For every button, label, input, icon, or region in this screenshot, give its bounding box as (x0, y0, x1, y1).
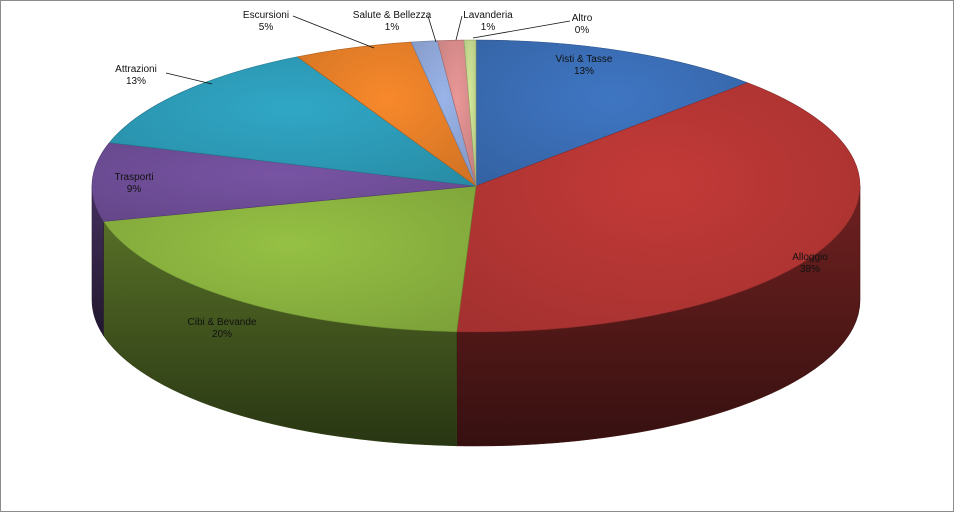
slice-label-visti-and-tasse: Visti & Tasse (556, 54, 613, 65)
leader-line-altro (472, 20, 571, 39)
slice-label-alloggio: Alloggio (792, 252, 828, 263)
slice-label-trasporti: Trasporti (114, 172, 153, 183)
slice-label-cibi-and-bevande: Cibi & Bevande (188, 317, 257, 328)
slice-cibi-and-bevande (102, 185, 477, 333)
slice-label-attrazioni: Attrazioni (115, 64, 157, 75)
leader-lines (165, 15, 571, 85)
slice-value-attrazioni: 13% (126, 76, 146, 87)
slice-value-alloggio: 38% (800, 264, 820, 275)
slice-altro (463, 39, 477, 187)
slice-value-escursioni: 5% (259, 22, 274, 33)
slice-label-salute-and-bellezza: Salute & Bellezza (353, 10, 432, 21)
slice-label-lavanderia: Lavanderia (463, 10, 513, 21)
leader-line-lavanderia (455, 15, 463, 41)
slice-value-visti-and-tasse: 13% (574, 66, 594, 77)
slice-value-trasporti: 9% (127, 184, 142, 195)
slice-label-altro: Altro (572, 13, 593, 24)
slice-attrazioni (108, 56, 478, 187)
leader-line-salute-and-bellezza (427, 15, 437, 43)
slice-value-altro: 0% (575, 25, 590, 36)
slice-value-cibi-and-bevande: 20% (212, 329, 232, 340)
slice-value-salute-and-bellezza: 1% (385, 22, 400, 33)
slice-label-escursioni: Escursioni (243, 10, 289, 21)
slice-trasporti (91, 142, 477, 222)
leader-line-attrazioni (165, 72, 213, 85)
slice-value-lavanderia: 1% (481, 22, 496, 33)
pie-tops (91, 39, 861, 333)
slice-visti-and-tasse (475, 39, 749, 187)
slice-alloggio (456, 82, 861, 333)
leader-line-escursioni (292, 15, 375, 49)
